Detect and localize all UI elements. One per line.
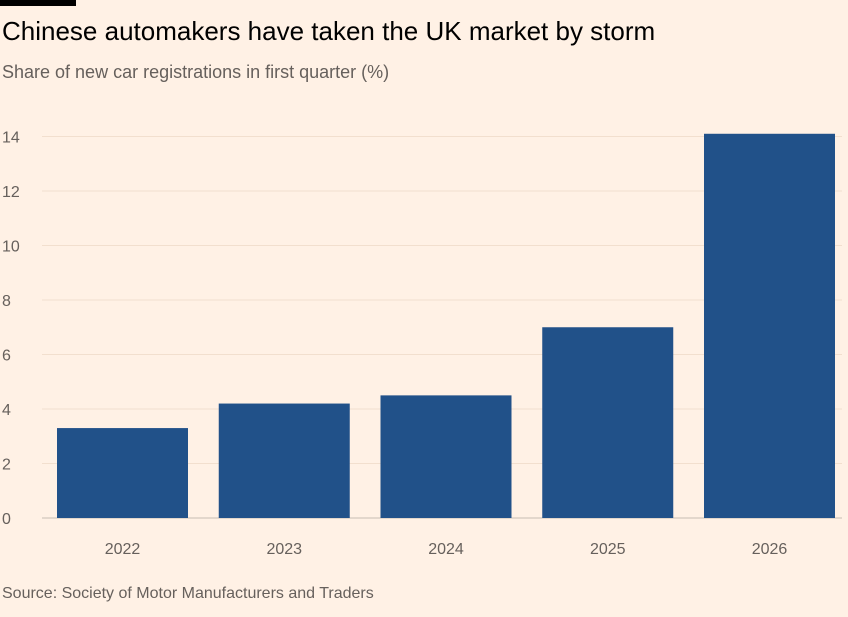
chart-title: Chinese automakers have taken the UK mar… (2, 16, 656, 46)
y-tick-label: 6 (2, 348, 11, 365)
bar-2026 (704, 133, 835, 518)
chart-source: Source: Society of Motor Manufacturers a… (2, 585, 374, 602)
bar-2024 (380, 395, 512, 518)
y-tick-label: 2 (2, 457, 11, 474)
y-tick-label: 10 (2, 239, 20, 256)
y-tick-label: 4 (2, 402, 11, 419)
y-tick-label: 14 (2, 130, 20, 147)
header-accent-bar (0, 0, 76, 6)
bars (57, 133, 835, 518)
y-tick-label: 12 (2, 184, 20, 201)
bar-2022 (57, 428, 188, 518)
y-axis-tick-labels: 0 2 4 6 8 10 12 14 (2, 130, 20, 529)
x-tick-label-2024: 2024 (428, 541, 464, 558)
x-tick-label-2026: 2026 (752, 541, 788, 558)
y-tick-label: 0 (2, 511, 11, 528)
x-tick-label-2025: 2025 (590, 541, 626, 558)
bar-2023 (218, 403, 350, 518)
bar-2025 (542, 327, 674, 518)
x-tick-label-2022: 2022 (105, 541, 141, 558)
x-tick-label-2023: 2023 (266, 541, 302, 558)
x-axis-tick-labels: 2022 2023 2024 2025 2026 (105, 541, 788, 558)
chart-subtitle: Share of new car registrations in first … (2, 62, 390, 82)
y-tick-label: 8 (2, 293, 11, 310)
